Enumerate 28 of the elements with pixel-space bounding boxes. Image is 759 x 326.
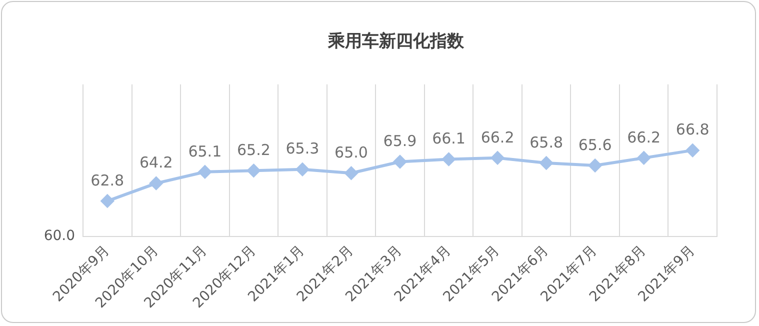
data-label: 65.2: [236, 141, 270, 159]
data-label: 66.1: [432, 130, 466, 148]
data-label: 66.2: [627, 128, 661, 146]
point: [540, 156, 553, 170]
point: [637, 151, 650, 164]
point: [442, 152, 456, 166]
text: 60.0: [44, 228, 75, 244]
data-label: 66.8: [676, 120, 710, 139]
data-label: 65.6: [578, 136, 612, 154]
data-label: 62.8: [90, 171, 124, 190]
chart-title: 乘用车新四化指数: [327, 32, 465, 52]
data-label: 66.2: [480, 128, 514, 146]
point: [491, 151, 504, 164]
point: [296, 162, 309, 176]
point: [247, 164, 260, 178]
data-label: 65.0: [334, 144, 368, 162]
point: [588, 159, 602, 172]
point: [686, 144, 700, 157]
point: [344, 166, 358, 180]
point: [198, 165, 212, 178]
data-label: 65.8: [530, 133, 564, 152]
point: [394, 155, 406, 168]
data-label: 64.2: [139, 154, 173, 172]
data-label: 65.9: [383, 132, 417, 150]
data-label: 65.1: [188, 142, 222, 160]
point: [100, 194, 114, 208]
data-label: 65.3: [286, 140, 320, 158]
point: [150, 176, 163, 190]
